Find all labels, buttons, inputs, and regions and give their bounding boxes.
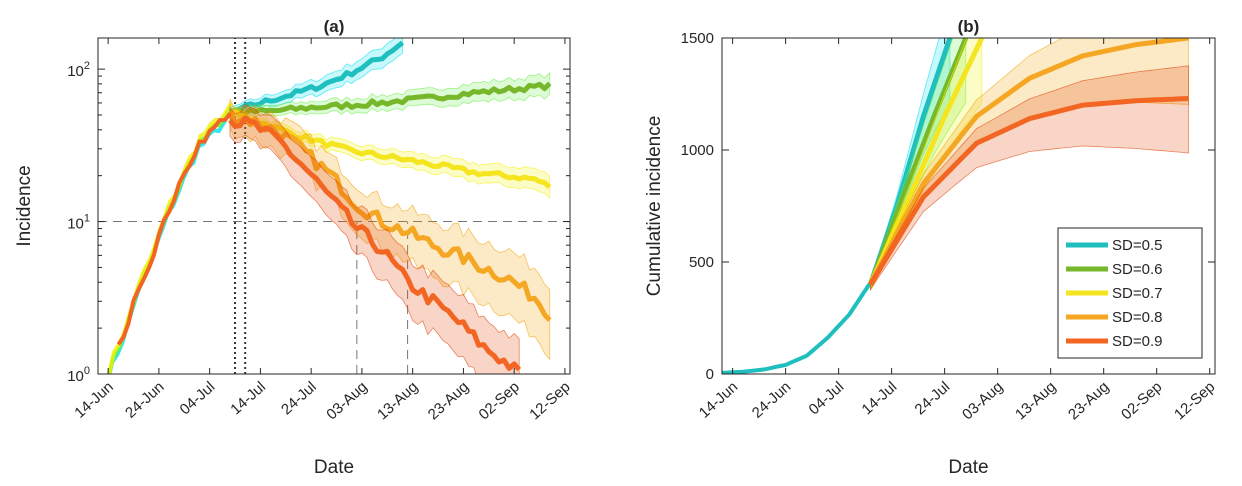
- y-tick-label: 102: [67, 60, 90, 80]
- legend-label: SD=0.9: [1112, 333, 1162, 350]
- panel-b: 14-Jun 24-Jun 04-Jul 14-Jul 24-Jul 03-Aug 13-A…: [644, 17, 1218, 478]
- x-tick-label: 04-Jul: [177, 378, 219, 418]
- x-tick-label: 02-Sep: [1118, 378, 1165, 423]
- series-SD=0.5: [229, 38, 405, 117]
- y-axis-label: Incidence: [14, 165, 35, 246]
- series-line: [868, 96, 1189, 286]
- series-SD=0.7: [228, 106, 552, 199]
- y-axis-label: Cumulative incidence: [644, 116, 665, 297]
- series-line: [868, 38, 969, 286]
- series-line: [868, 38, 1189, 286]
- panel-title: (a): [324, 17, 345, 36]
- x-tick-label: 03-Aug: [323, 378, 370, 423]
- panel-a: 14-Jun 24-Jun 04-Jul 14-Jul 24-Jul 03-Aug 13-A…: [14, 17, 574, 478]
- x-tick-label: 13-Aug: [1012, 378, 1059, 423]
- legend-label: SD=0.8: [1112, 309, 1162, 326]
- legend-item: SD=0.6: [1066, 261, 1162, 278]
- x-tick-label: 24-Jul: [912, 378, 954, 418]
- y-tick-exponent: 2: [84, 60, 90, 72]
- series-SD=0.6: [229, 71, 552, 119]
- x-axis-label: Date: [948, 457, 988, 478]
- plot-area: [98, 38, 570, 374]
- plot-content: [722, 38, 1189, 374]
- y-tick-label: 500: [689, 254, 714, 271]
- x-tick-label: 23-Aug: [1065, 378, 1112, 423]
- legend-item: SD=0.8: [1066, 309, 1162, 326]
- y-tick-base: 10: [67, 216, 84, 233]
- x-tick-label: 14-Jul: [859, 378, 901, 418]
- x-tick-label: 24-Jun: [749, 378, 794, 421]
- series-line: [229, 40, 405, 114]
- x-tick-label: 04-Jul: [806, 378, 848, 418]
- y-tick-base: 10: [67, 63, 84, 80]
- axes-box: [97, 37, 571, 375]
- x-tick-label: 23-Aug: [425, 378, 472, 423]
- series-SD=0.9: [868, 65, 1189, 292]
- x-tick-label: 14-Jul: [227, 378, 269, 418]
- y-tick-label: 100: [67, 365, 90, 385]
- axes-box: [721, 37, 1216, 375]
- confidence-band: [229, 38, 403, 117]
- series-line: [228, 109, 552, 190]
- confidence-band: [229, 103, 520, 374]
- series-line: [228, 115, 522, 372]
- legend-item: SD=0.9: [1066, 333, 1162, 350]
- common-trajectory-line: [116, 112, 232, 346]
- y-tick-exponent: 0: [84, 365, 90, 377]
- legend-label: SD=0.6: [1112, 261, 1162, 278]
- legend: SD=0.5 SD=0.6 SD=0.7 SD=0.8 SD=0.9: [1057, 227, 1203, 359]
- legend-label: SD=0.5: [1112, 237, 1162, 254]
- legend-item: SD=0.5: [1066, 237, 1162, 254]
- confidence-band: [870, 65, 1189, 292]
- y-tick-base: 10: [67, 368, 84, 385]
- x-tick-label: 03-Aug: [959, 378, 1006, 423]
- x-tick-label: 14-Jun: [696, 378, 741, 421]
- plot-content: [98, 38, 570, 374]
- series-SD=0.9: [228, 103, 522, 374]
- y-tick-label: 1000: [681, 142, 714, 159]
- legend-label: SD=0.7: [1112, 285, 1162, 302]
- y-tick-label: 1500: [681, 30, 714, 47]
- series-line: [227, 110, 552, 322]
- x-tick-label: 02-Sep: [476, 378, 523, 423]
- common-trajectory-line: [722, 281, 873, 374]
- y-tick-label: 101: [67, 213, 90, 233]
- x-tick-label: 12-Sep: [1171, 378, 1218, 423]
- series-line: [229, 81, 552, 116]
- x-tick-label: 13-Aug: [374, 378, 421, 423]
- panel-title: (b): [958, 17, 980, 36]
- x-tick-label: 12-Sep: [526, 378, 573, 423]
- x-tick-label: 24-Jul: [278, 378, 320, 418]
- x-axis-label: Date: [314, 457, 354, 478]
- legend-item: SD=0.7: [1066, 285, 1162, 302]
- series-line: [868, 38, 985, 286]
- y-tick-label: 0: [706, 366, 714, 383]
- x-tick-label: 24-Jun: [122, 378, 167, 421]
- y-tick-exponent: 1: [84, 213, 90, 225]
